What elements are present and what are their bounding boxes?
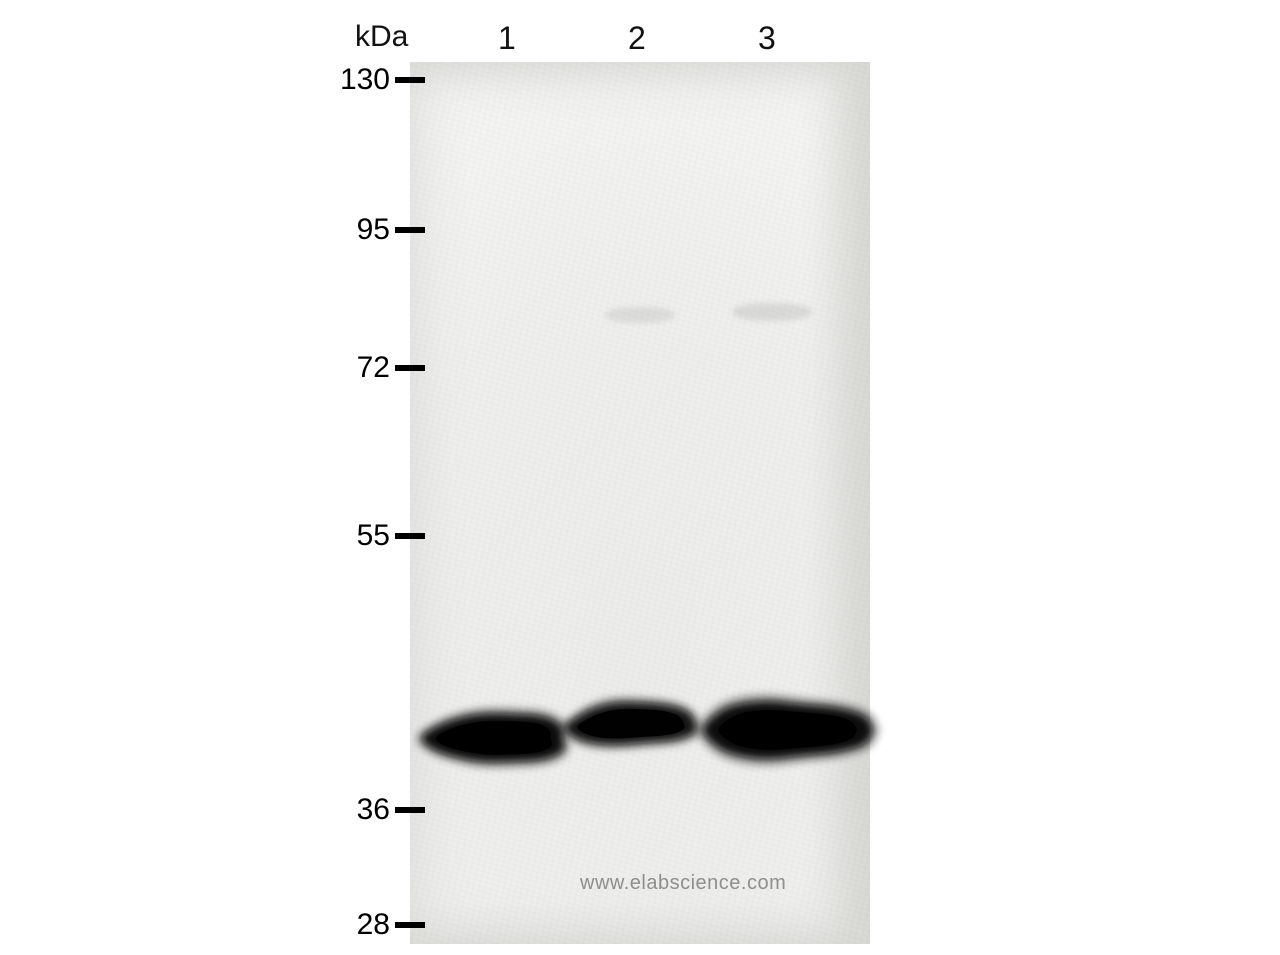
- watermark-text: www.elabscience.com: [580, 872, 786, 895]
- main-bands-layer: [0, 0, 1280, 955]
- figure-canvas: kDa 123 1309572553628 www.elabscience.co…: [0, 0, 1280, 955]
